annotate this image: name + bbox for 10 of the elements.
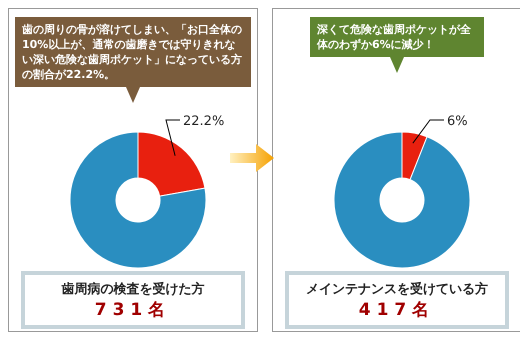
chart-title: 深くて危険な歯周ポケットが全体のわずか6%に減少！	[310, 17, 484, 57]
text: 歯周病の検査を受けた方	[62, 280, 204, 298]
donut-slice	[334, 132, 470, 268]
chart-title: 歯の周りの骨が溶けてしまい、「お口全体の10%以上が、通常の歯磨きでは守りきれない深い危険な歯周ポケット」になっている方の割合が22.2%。	[15, 17, 251, 87]
donut-slice	[70, 132, 206, 268]
text: メインテナンスを受けている方	[306, 280, 488, 298]
data-label: 6%	[447, 114, 468, 129]
text: 731名	[94, 298, 172, 320]
data-label: 22.2%	[183, 114, 224, 129]
text: 417名	[358, 298, 436, 320]
